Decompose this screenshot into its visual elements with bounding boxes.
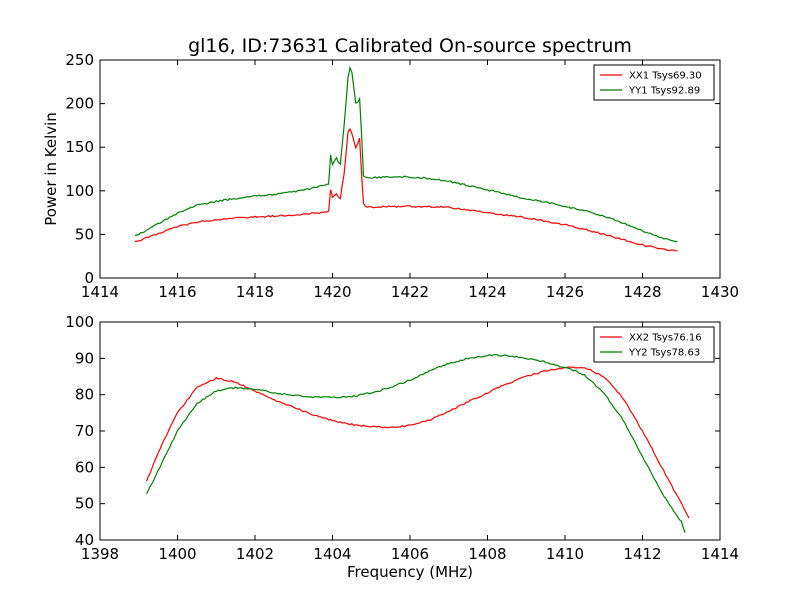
x-tick-label: 1414 [81, 283, 119, 301]
y-axis-label: Power in Kelvin [42, 112, 60, 226]
y-tick-label: 0 [84, 269, 94, 287]
legend-entry-label: XX2 Tsys76.16 [629, 333, 702, 344]
series-line-xx2 [145, 366, 690, 519]
y-tick-label: 100 [65, 313, 94, 331]
y-tick-label: 100 [65, 182, 94, 200]
series-line-yy1 [134, 65, 678, 243]
series-line-yy2 [145, 354, 686, 533]
x-tick-label: 1398 [81, 545, 119, 563]
chart-title: gl16, ID:73631 Calibrated On-source spec… [188, 35, 632, 57]
x-tick-label: 1430 [701, 283, 739, 301]
y-tick-label: 40 [75, 531, 94, 549]
legend-box [593, 326, 715, 363]
y-tick-label: 150 [65, 138, 94, 156]
y-tick-label: 200 [65, 95, 94, 113]
x-tick-label: 1418 [236, 283, 274, 301]
x-tick-label: 1404 [313, 545, 351, 563]
x-tick-label: 1414 [701, 545, 739, 563]
x-axis-label: Frequency (MHz) [347, 563, 473, 581]
legend: XX2 Tsys76.16 YY2 Tsys78.63 [593, 326, 715, 363]
x-tick-label: 1420 [313, 283, 351, 301]
x-tick-label: 1412 [623, 545, 661, 563]
x-tick-label: 1428 [623, 283, 661, 301]
x-tick-label: 1416 [158, 283, 196, 301]
x-tick-label: 1408 [468, 545, 506, 563]
y-tick-label: 60 [75, 458, 94, 476]
legend-entry-label: XX1 Tsys69.30 [629, 71, 702, 82]
x-tick-label: 1406 [391, 545, 429, 563]
y-tick-label: 70 [75, 422, 94, 440]
x-tick-label: 1410 [546, 545, 584, 563]
y-tick-label: 90 [75, 349, 94, 367]
legend-entry-label: YY1 Tsys92.89 [628, 86, 700, 97]
legend: XX1 Tsys69.30 YY1 Tsys92.89 [593, 64, 715, 101]
x-tick-label: 1426 [546, 283, 584, 301]
x-tick-label: 1402 [236, 545, 274, 563]
legend-box [593, 64, 715, 101]
series-line-xx1 [134, 127, 678, 252]
legend-entry-label: YY2 Tsys78.63 [628, 348, 700, 359]
y-tick-label: 50 [75, 495, 94, 513]
y-tick-label: 250 [65, 51, 94, 69]
y-tick-label: 80 [75, 386, 94, 404]
y-tick-label: 50 [75, 225, 94, 243]
x-tick-label: 1424 [468, 283, 506, 301]
x-tick-label: 1422 [391, 283, 429, 301]
top-panel: 1414 1416 1418 1420 1422 1424 1426 1428 1430 0 50 1… [65, 51, 739, 301]
bottom-panel: 1398 1400 1402 1404 1406 1408 1410 1412 1414 40 50… [65, 313, 739, 563]
x-tick-label: 1400 [158, 545, 196, 563]
